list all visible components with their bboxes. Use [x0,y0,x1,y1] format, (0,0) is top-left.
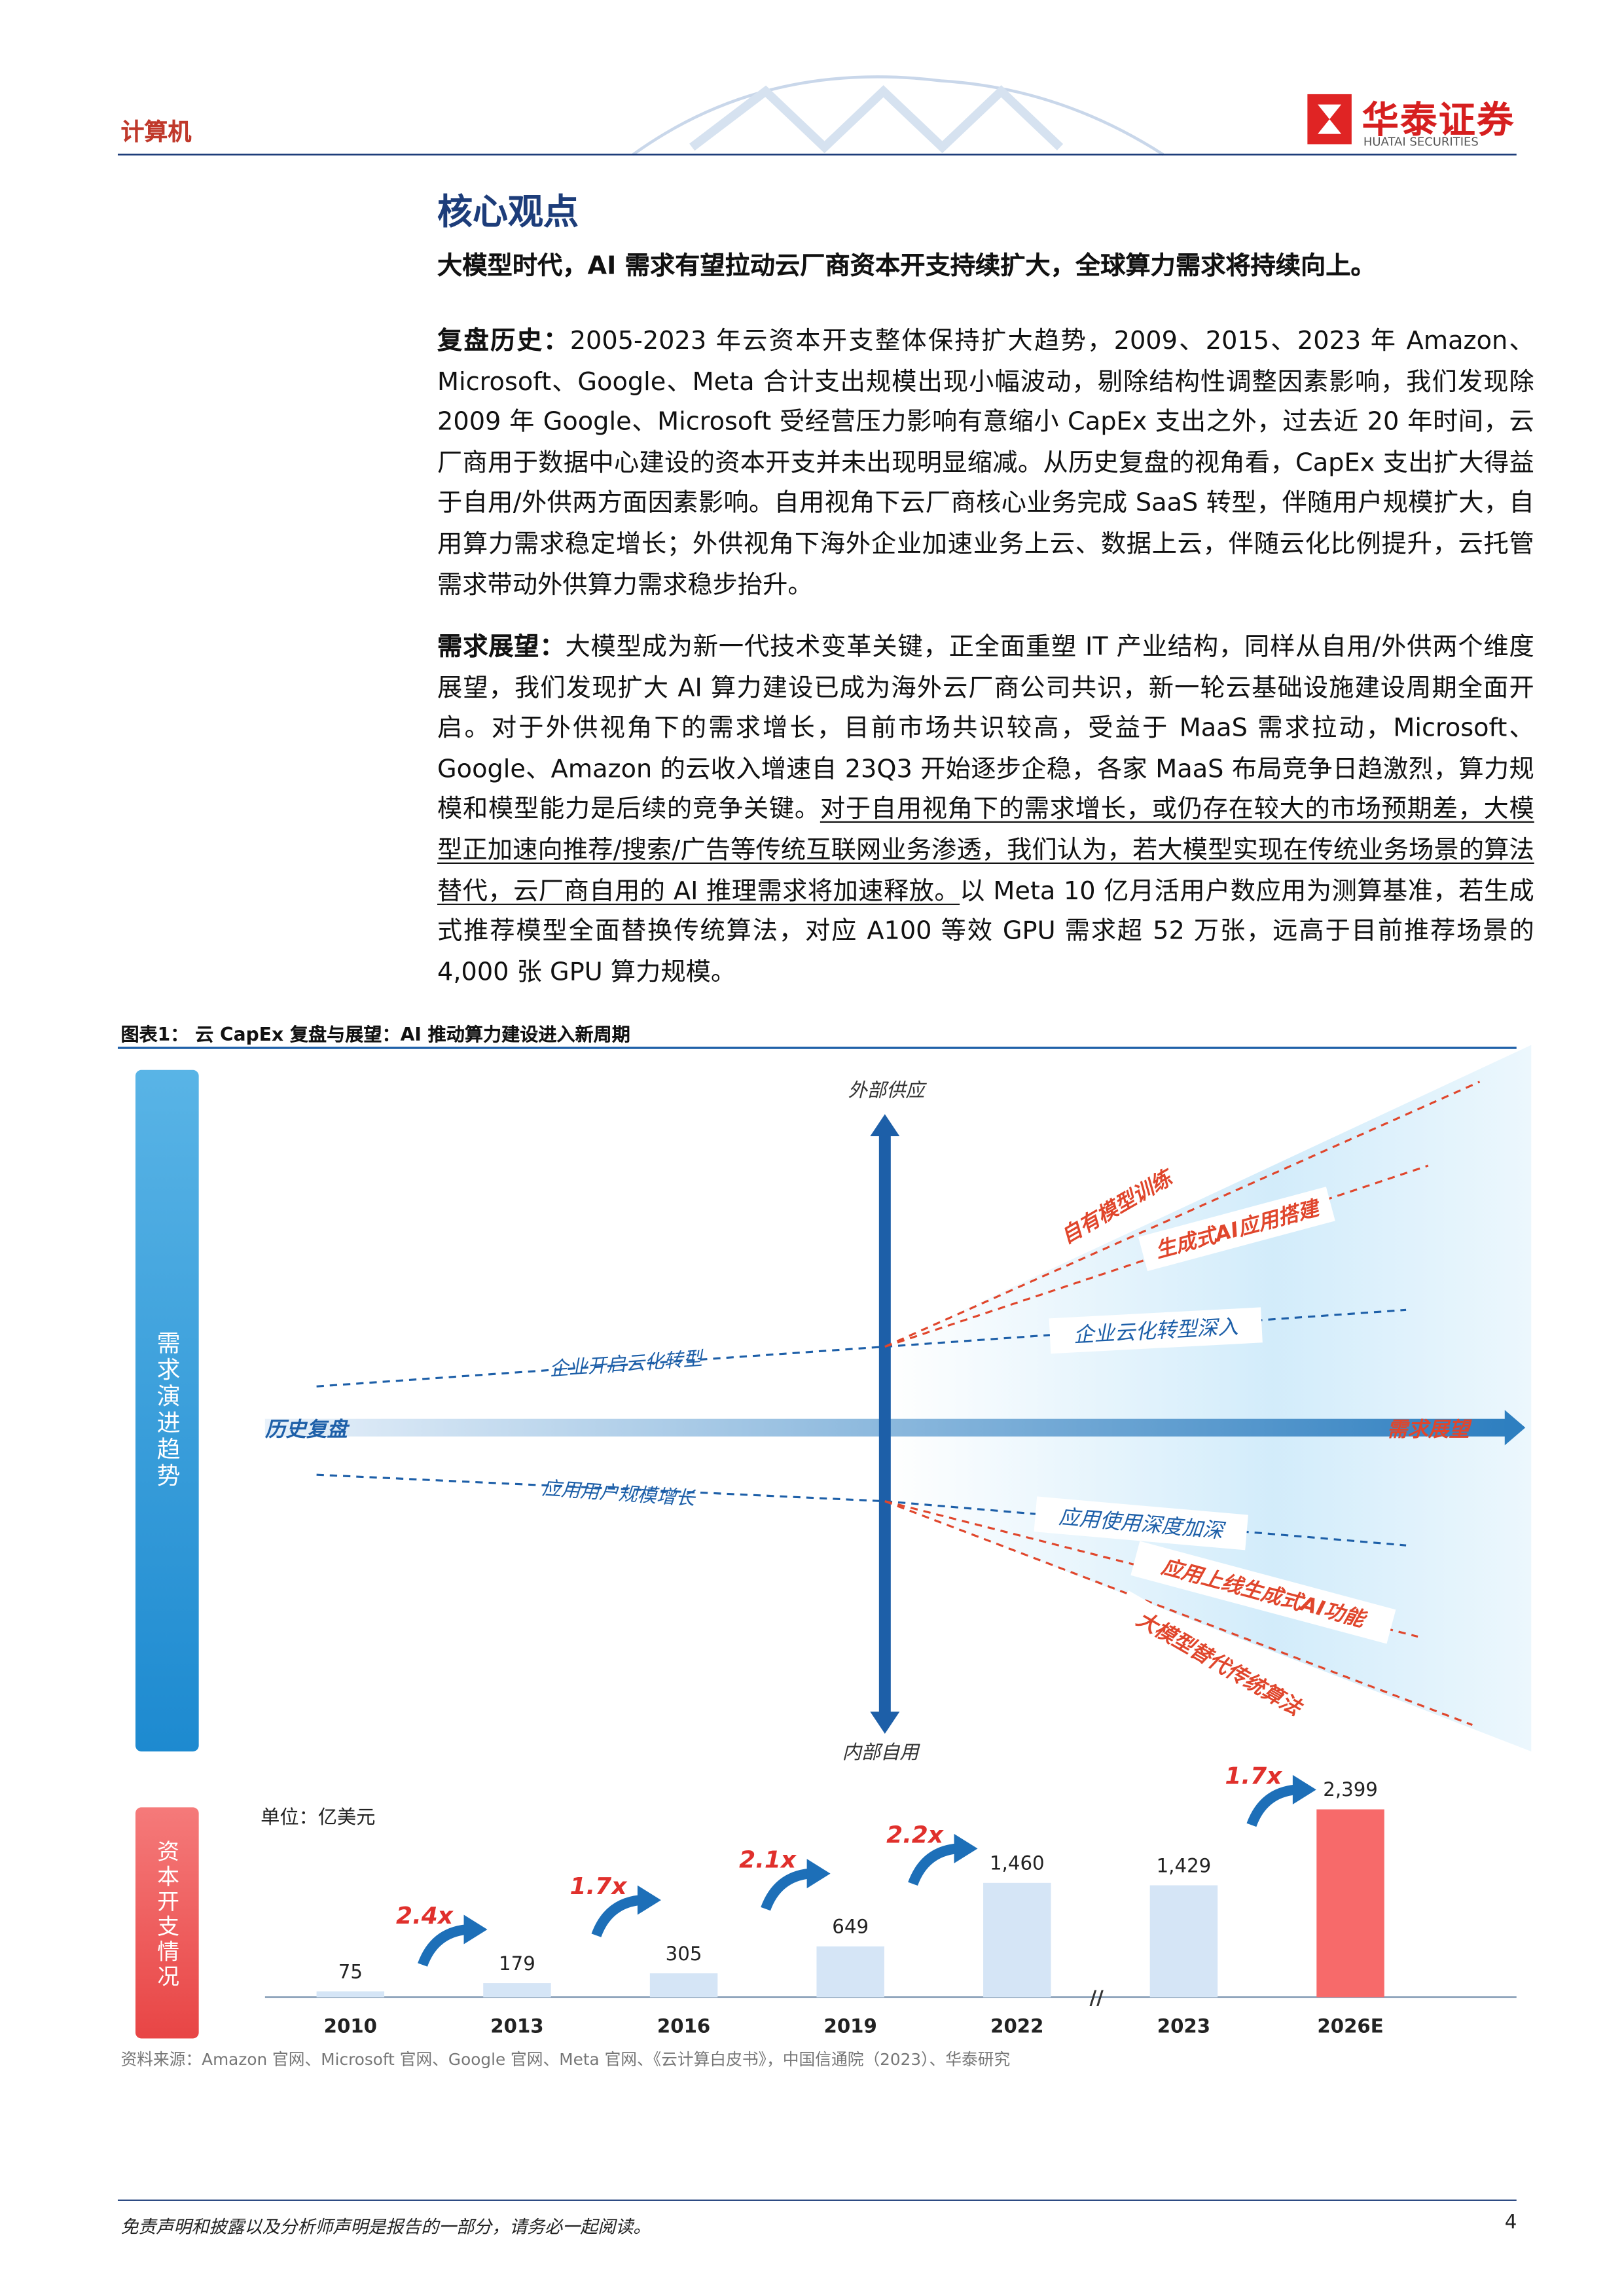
category-label: 2013 [490,2015,543,2037]
value-label: 179 [499,1952,535,1975]
paragraph: 需求展望：大模型成为新一代技术变革关键，正全面重塑 IT 产业结构，同样从自用/… [437,628,1534,994]
paragraph-highlight: 对于自用视角下的需求增长，或仍存在较大的市场预期差，大模型正加速向推荐/搜索/广… [437,795,1534,906]
axis-label: 内部自用 [842,1741,921,1763]
label-box [1138,1187,1335,1272]
label-box [1039,1152,1193,1261]
growth-label: 2.1x [739,1847,797,1874]
side-panel [135,1069,199,1751]
label-box [1034,1496,1248,1551]
growth-arrow [761,1868,811,1911]
growth-label: 1.7x [1225,1763,1283,1789]
paragraph-text: 大模型成为新一代技术变革关键，正全面重塑 IT 产业结构，同样从自用/外供两个维… [437,632,1534,825]
paragraph-text: 2005-2023 年云资本开支整体保持扩大趋势，2009、2015、2023 … [437,327,1534,600]
arrow-head [1504,1410,1526,1446]
fan-area [884,1045,1532,1751]
paragraph: 复盘历史：2005-2023 年云资本开支整体保持扩大趋势，2009、2015、… [437,322,1534,606]
vertical-axis [878,1133,891,1715]
source: 资料来源：Amazon 官网、Microsoft 官网、Google 官网、Me… [120,2050,1011,2070]
page-number: 4 [1504,2212,1517,2234]
trend-line [884,1081,1481,1348]
growth-label: 2.2x [886,1821,945,1848]
arrow-head [870,1712,900,1734]
page-title: 核心观点 [437,191,579,233]
label-box [1110,1590,1327,1736]
paragraph-label: 需求展望： [437,632,566,662]
category-label: 2022 [990,2015,1043,2037]
growth-arrow [954,1833,978,1863]
growth-arrow [1246,1784,1297,1827]
growth-arrow [637,1885,661,1915]
category-label: 2023 [1157,2015,1210,2037]
axis-label: 历史复盘 [265,1418,350,1442]
header-decoration [689,85,1064,154]
growth-arrow [463,1914,488,1945]
growth-arrow [908,1843,958,1886]
value-label: 305 [666,1943,702,1965]
logo-text: 华泰证券 [1362,98,1515,141]
category-label: 2016 [657,2015,710,2037]
growth-arrow [806,1859,831,1889]
trend-label: 大模型替代传统算法 [1132,1607,1307,1722]
value-label: 1,429 [1157,1854,1212,1876]
value-label: 75 [338,1960,363,1982]
bar [816,1946,884,1998]
trend-line [316,1345,885,1388]
side-label: 资本开支情况 [154,1840,179,1990]
value-label: 2,399 [1323,1778,1378,1801]
growth-arrow [418,1924,468,1967]
figure-title: 图表1： 云 CapEx 复盘与展望：AI 推动算力建设进入新周期 [120,1022,630,1045]
bar [316,1991,385,1998]
category-label: 2019 [824,2015,877,2037]
category-label: 2026E [1317,2015,1383,2037]
logo-subtext: HUATAI SECURITIES [1363,135,1479,149]
axis-label: 外部供应 [848,1079,928,1101]
value-label: 1,460 [990,1852,1045,1874]
section-name: 计算机 [120,117,192,146]
side-label: 需求演进趋势 [153,1331,180,1490]
side-panel [135,1807,199,2039]
value-label: 649 [832,1916,869,1938]
axis-break: // [1089,1987,1104,2009]
trend-label: 应用上线生成式AI功能 [1159,1554,1370,1632]
growth-label: 1.7x [569,1873,628,1900]
trend-line [884,1164,1429,1348]
paragraph-text: 以 Meta 10 亿月活用户数应用为测算基准，若生成式推荐模型全面替换传统算法… [437,876,1534,988]
logo-icon [1318,104,1342,134]
category-label: 2010 [324,2015,377,2037]
trend-label: 应用用户规模增长 [541,1477,696,1509]
growth-arrow [591,1895,641,1937]
label-box [1130,1541,1396,1644]
axis-label: 需求展望 [1387,1418,1472,1442]
growth-arrow [1292,1774,1316,1804]
bar [649,1973,718,1998]
bar [483,1983,551,1998]
paragraph-label: 复盘历史： [437,327,570,357]
trend-line [316,1473,885,1503]
disclaimer: 免责声明和披露以及分析师声明是报告的一部分，请务必一起阅读。 [120,2216,651,2238]
label-box [1049,1307,1263,1354]
bar [1316,1809,1384,1998]
trend-line [884,1500,1473,1726]
trend-label: 企业开启云化转型 [549,1347,705,1380]
growth-label: 2.4x [396,1903,454,1929]
unit-label: 单位：亿美元 [261,1806,375,1828]
bar [983,1882,1051,1998]
header-decoration [632,75,1164,156]
arrow-head [870,1114,900,1136]
bar [1149,1885,1218,1998]
lead: 大模型时代，AI 需求有望拉动云厂商资本开支持续扩大，全球算力需求将持续向上。 [437,251,1376,281]
